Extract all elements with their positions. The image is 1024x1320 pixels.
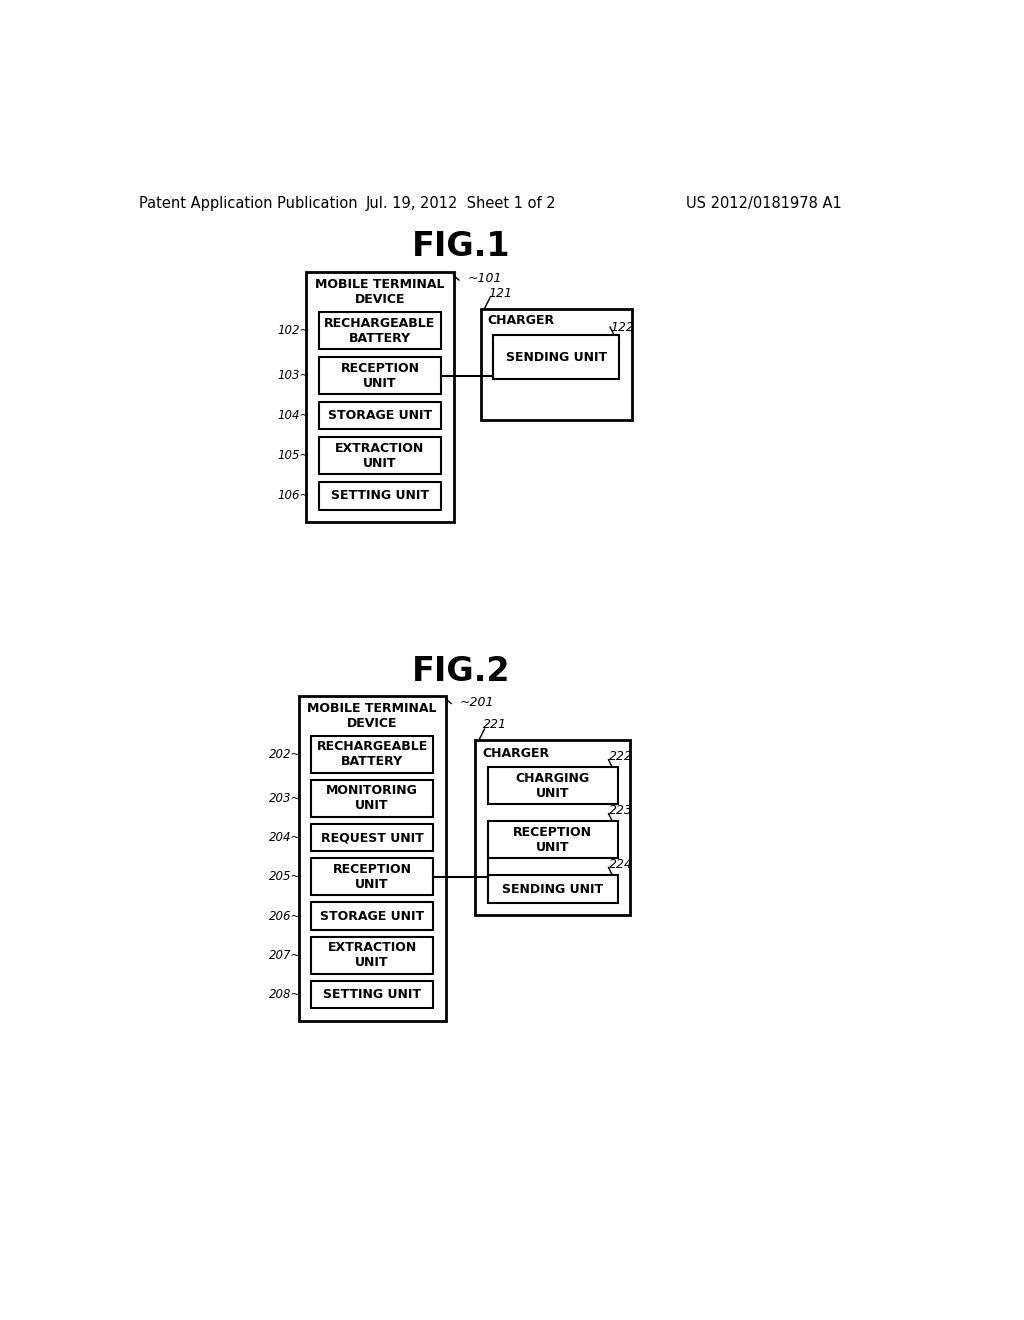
Bar	[311, 824, 433, 851]
Bar	[311, 903, 433, 929]
Bar	[311, 937, 433, 974]
Bar	[487, 767, 617, 804]
Bar	[475, 739, 630, 915]
Text: SENDING UNIT: SENDING UNIT	[502, 883, 603, 896]
Bar	[318, 313, 441, 350]
Text: FIG.1: FIG.1	[412, 231, 511, 264]
Bar	[306, 272, 454, 521]
Bar	[311, 780, 433, 817]
Bar	[318, 358, 441, 395]
Text: 203~: 203~	[269, 792, 302, 805]
Text: 208~: 208~	[269, 989, 302, 1001]
Text: CHARGER: CHARGER	[482, 747, 549, 760]
Text: MONITORING
UNIT: MONITORING UNIT	[327, 784, 418, 812]
Text: Jul. 19, 2012  Sheet 1 of 2: Jul. 19, 2012 Sheet 1 of 2	[366, 195, 557, 211]
Text: 221: 221	[483, 718, 507, 731]
Text: 122: 122	[610, 321, 634, 334]
Bar	[493, 335, 620, 379]
Text: 202~: 202~	[269, 748, 302, 760]
Text: 223: 223	[608, 804, 633, 817]
Text: 102~: 102~	[276, 325, 309, 338]
Text: 103~: 103~	[276, 370, 309, 381]
Text: 224: 224	[608, 858, 633, 871]
Text: FIG.2: FIG.2	[412, 656, 511, 689]
Text: 104~: 104~	[276, 409, 309, 422]
Text: ~101: ~101	[467, 272, 502, 285]
Text: 204~: 204~	[269, 832, 302, 843]
Text: CHARGING
UNIT: CHARGING UNIT	[516, 772, 590, 800]
Text: 205~: 205~	[269, 870, 302, 883]
Text: REQUEST UNIT: REQUEST UNIT	[321, 832, 424, 843]
Text: MOBILE TERMINAL
DEVICE: MOBILE TERMINAL DEVICE	[307, 702, 437, 730]
Bar	[318, 437, 441, 474]
Text: 207~: 207~	[269, 949, 302, 962]
Bar	[487, 875, 617, 903]
Text: US 2012/0181978 A1: US 2012/0181978 A1	[686, 195, 842, 211]
Text: EXTRACTION
UNIT: EXTRACTION UNIT	[335, 442, 425, 470]
Text: SETTING UNIT: SETTING UNIT	[324, 989, 421, 1001]
Bar	[311, 737, 433, 774]
Text: RECHARGEABLE
BATTERY: RECHARGEABLE BATTERY	[325, 317, 435, 345]
Text: RECEPTION
UNIT: RECEPTION UNIT	[333, 863, 412, 891]
Bar	[299, 696, 445, 1020]
Text: RECHARGEABLE
BATTERY: RECHARGEABLE BATTERY	[316, 741, 428, 768]
Text: SENDING UNIT: SENDING UNIT	[506, 351, 607, 363]
Text: RECEPTION
UNIT: RECEPTION UNIT	[340, 362, 420, 389]
Text: 105~: 105~	[276, 449, 309, 462]
Text: STORAGE UNIT: STORAGE UNIT	[328, 409, 432, 422]
Text: MOBILE TERMINAL
DEVICE: MOBILE TERMINAL DEVICE	[315, 279, 444, 306]
Text: 121: 121	[488, 286, 512, 300]
Bar	[318, 401, 441, 429]
Text: RECEPTION
UNIT: RECEPTION UNIT	[513, 826, 592, 854]
Bar	[487, 821, 617, 858]
Text: 106~: 106~	[276, 490, 309, 502]
Text: 206~: 206~	[269, 909, 302, 923]
Text: SETTING UNIT: SETTING UNIT	[331, 490, 429, 502]
Text: EXTRACTION
UNIT: EXTRACTION UNIT	[328, 941, 417, 969]
Text: ~201: ~201	[460, 696, 494, 709]
Text: 222: 222	[608, 750, 633, 763]
Bar	[311, 858, 433, 895]
Text: CHARGER: CHARGER	[487, 314, 554, 327]
Bar	[480, 309, 632, 420]
Bar	[311, 981, 433, 1008]
Text: Patent Application Publication: Patent Application Publication	[139, 195, 357, 211]
Bar	[318, 482, 441, 510]
Text: STORAGE UNIT: STORAGE UNIT	[321, 909, 424, 923]
